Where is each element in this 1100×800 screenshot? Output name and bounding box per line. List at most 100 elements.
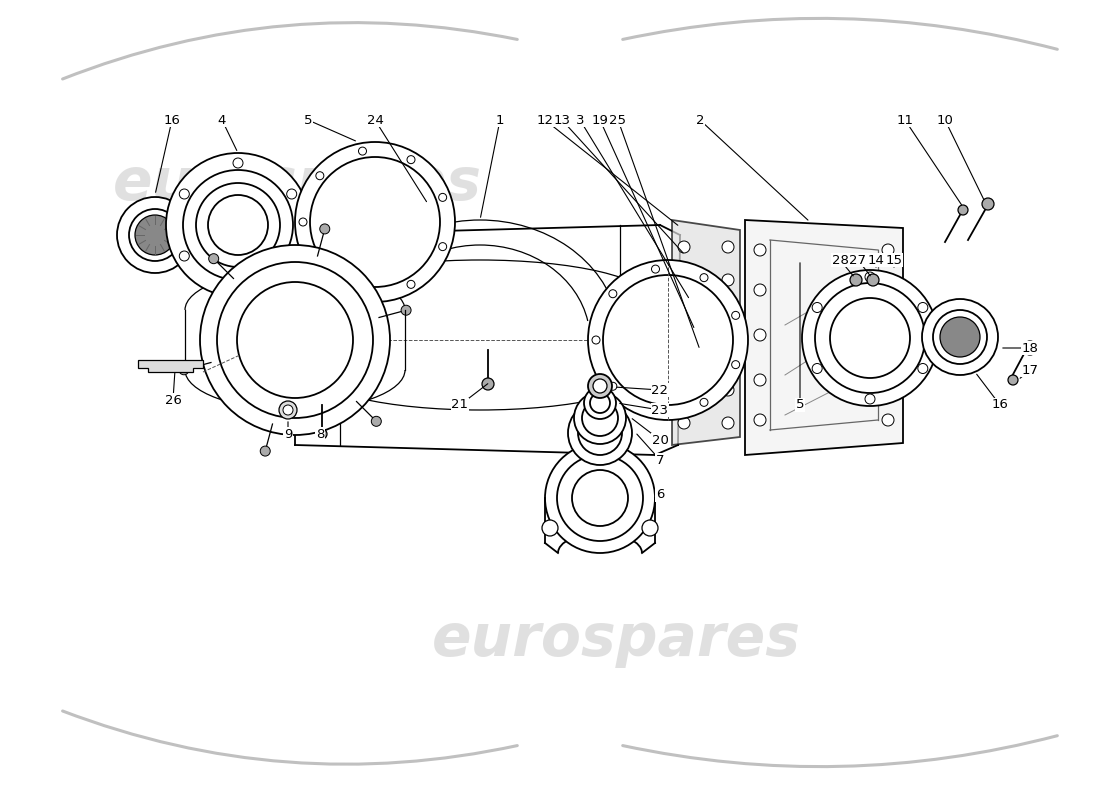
Circle shape	[568, 401, 632, 465]
Circle shape	[922, 299, 998, 375]
Circle shape	[1023, 341, 1037, 355]
Circle shape	[593, 379, 607, 393]
Text: 20: 20	[651, 434, 669, 446]
Circle shape	[439, 194, 447, 202]
Text: 14: 14	[868, 254, 884, 266]
Polygon shape	[672, 220, 740, 445]
Circle shape	[933, 310, 987, 364]
Circle shape	[117, 197, 192, 273]
Circle shape	[359, 147, 366, 155]
Circle shape	[882, 329, 894, 341]
Circle shape	[320, 224, 330, 234]
Circle shape	[651, 265, 660, 273]
Text: eurospares: eurospares	[112, 155, 482, 213]
Circle shape	[179, 365, 189, 374]
Text: 21: 21	[451, 398, 469, 411]
Text: 24: 24	[366, 114, 384, 126]
Text: 22: 22	[651, 383, 669, 397]
Circle shape	[233, 282, 243, 292]
Circle shape	[678, 274, 690, 286]
Circle shape	[317, 429, 327, 439]
Circle shape	[722, 349, 734, 361]
Circle shape	[439, 242, 447, 250]
Circle shape	[482, 378, 494, 390]
Circle shape	[940, 317, 980, 357]
Circle shape	[287, 189, 297, 199]
Circle shape	[129, 209, 182, 261]
Circle shape	[802, 270, 938, 406]
Circle shape	[574, 392, 626, 444]
Text: 5: 5	[795, 398, 804, 411]
Circle shape	[209, 254, 219, 264]
Circle shape	[722, 241, 734, 253]
Text: 28: 28	[832, 254, 848, 266]
Circle shape	[722, 309, 734, 321]
Text: 15: 15	[886, 254, 902, 266]
Circle shape	[402, 306, 411, 315]
Circle shape	[588, 374, 612, 398]
Circle shape	[678, 241, 690, 253]
Circle shape	[542, 520, 558, 536]
Circle shape	[830, 298, 910, 378]
Circle shape	[982, 198, 994, 210]
Text: 23: 23	[651, 403, 669, 417]
Circle shape	[424, 201, 433, 211]
Circle shape	[261, 446, 271, 456]
Circle shape	[196, 183, 280, 267]
Circle shape	[588, 260, 748, 420]
Circle shape	[316, 172, 323, 180]
Circle shape	[608, 290, 617, 298]
Circle shape	[544, 443, 654, 553]
Circle shape	[678, 349, 690, 361]
Text: 5: 5	[304, 114, 312, 126]
Circle shape	[407, 280, 415, 288]
Text: 12: 12	[537, 114, 553, 126]
Text: 11: 11	[896, 114, 913, 126]
Circle shape	[166, 153, 310, 297]
Text: 17: 17	[1022, 363, 1038, 377]
Circle shape	[700, 398, 708, 406]
Circle shape	[678, 309, 690, 321]
Text: 7: 7	[656, 454, 664, 466]
Circle shape	[732, 311, 739, 319]
Circle shape	[678, 417, 690, 429]
Polygon shape	[745, 220, 903, 455]
Circle shape	[700, 274, 708, 282]
Circle shape	[283, 405, 293, 415]
Circle shape	[295, 142, 455, 302]
Circle shape	[310, 157, 440, 287]
Circle shape	[642, 520, 658, 536]
Text: 18: 18	[1022, 342, 1038, 354]
Text: 4: 4	[218, 114, 227, 126]
Text: 13: 13	[553, 114, 571, 126]
Circle shape	[722, 417, 734, 429]
Circle shape	[603, 275, 733, 405]
Circle shape	[820, 309, 828, 317]
Circle shape	[754, 244, 766, 256]
Text: 6: 6	[656, 489, 664, 502]
Circle shape	[917, 363, 927, 374]
Text: 8: 8	[316, 427, 324, 441]
Circle shape	[754, 374, 766, 386]
Circle shape	[958, 205, 968, 215]
Circle shape	[572, 470, 628, 526]
Circle shape	[279, 401, 297, 419]
Circle shape	[183, 170, 293, 280]
Circle shape	[217, 262, 373, 418]
Circle shape	[917, 302, 927, 313]
Circle shape	[815, 283, 925, 393]
Circle shape	[233, 158, 243, 168]
Circle shape	[865, 272, 874, 282]
Circle shape	[582, 400, 618, 436]
Circle shape	[359, 289, 366, 297]
Text: 26: 26	[165, 394, 182, 406]
Circle shape	[557, 455, 644, 541]
Circle shape	[754, 284, 766, 296]
Circle shape	[287, 251, 297, 261]
Text: 2: 2	[695, 114, 704, 126]
Text: 19: 19	[592, 114, 608, 126]
Ellipse shape	[686, 280, 726, 390]
Text: 3: 3	[575, 114, 584, 126]
Text: 16: 16	[164, 114, 180, 126]
Circle shape	[208, 195, 268, 255]
